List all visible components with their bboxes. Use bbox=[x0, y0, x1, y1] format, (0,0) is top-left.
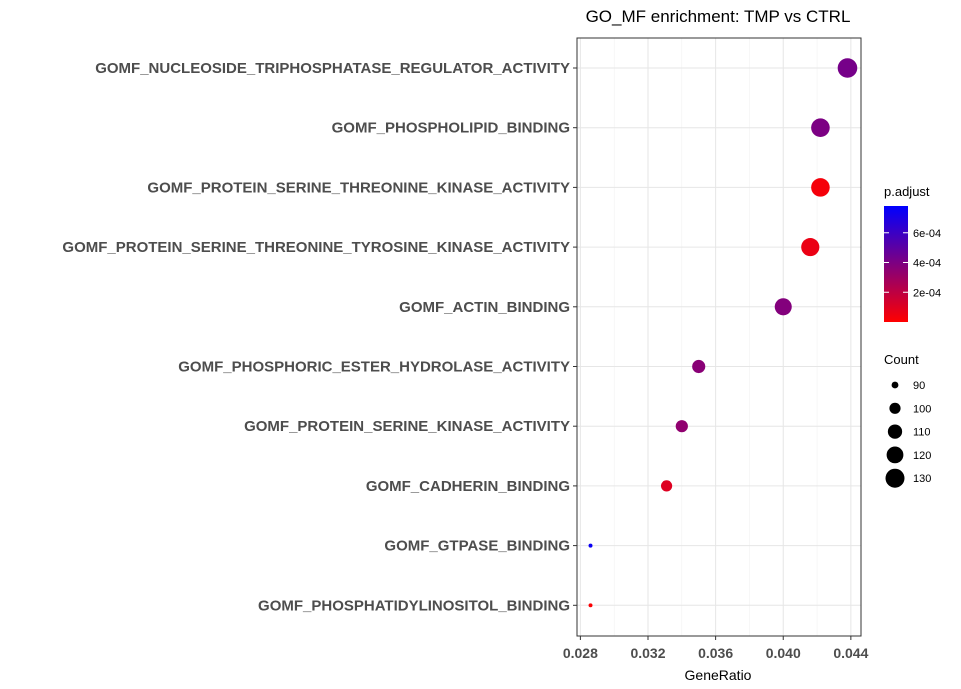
panel-border bbox=[576, 37, 862, 637]
size-legend-label: 110 bbox=[913, 427, 931, 439]
color-legend-label: 2e-04 bbox=[913, 287, 941, 299]
category-label: GOMF_PHOSPHATIDYLINOSITOL_BINDING bbox=[258, 597, 570, 614]
size-legend-key bbox=[885, 468, 905, 488]
size-legend-key bbox=[891, 381, 899, 389]
color-legend-ticks: 6e-04 4e-04 2e-04 bbox=[884, 228, 941, 299]
color-legend-label: 6e-04 bbox=[913, 228, 941, 240]
x-axis-title: GeneRatio bbox=[685, 667, 752, 683]
color-legend-label: 4e-04 bbox=[913, 258, 941, 270]
category-label: GOMF_PROTEIN_SERINE_KINASE_ACTIVITY bbox=[244, 418, 570, 435]
size-legend-key bbox=[887, 424, 903, 439]
size-legend-label: 120 bbox=[913, 450, 931, 462]
data-point bbox=[774, 298, 792, 316]
data-point bbox=[811, 178, 830, 197]
category-label: GOMF_NUCLEOSIDE_TRIPHOSPHATASE_REGULATOR… bbox=[95, 60, 570, 77]
category-label: GOMF_PROTEIN_SERINE_THREONINE_KINASE_ACT… bbox=[147, 179, 570, 196]
data-point bbox=[588, 543, 593, 548]
size-legend-title: Count bbox=[884, 352, 919, 367]
size-legend-label: 90 bbox=[913, 380, 925, 392]
color-legend-title: p.adjust bbox=[884, 184, 930, 199]
x-tick-label: 0.044 bbox=[833, 645, 868, 661]
chart-title: GO_MF enrichment: TMP vs CTRL bbox=[586, 7, 851, 26]
data-point bbox=[675, 420, 688, 433]
x-tick-label: 0.040 bbox=[766, 645, 801, 661]
legend: p.adjust 6e-04 4e-04 2e-04 Count 90 100 110 1… bbox=[884, 184, 941, 488]
category-label: GOMF_CADHERIN_BINDING bbox=[366, 478, 570, 495]
points-layer bbox=[588, 58, 858, 608]
data-point bbox=[837, 58, 858, 78]
category-label: GOMF_PROTEIN_SERINE_THREONINE_TYROSINE_K… bbox=[62, 239, 570, 256]
x-tick-label: 0.036 bbox=[698, 645, 733, 661]
size-legend-keys: 90 100 110 120 130 bbox=[885, 380, 931, 488]
data-point bbox=[588, 603, 593, 608]
data-point bbox=[660, 480, 673, 492]
size-legend-label: 130 bbox=[913, 473, 931, 485]
x-tick-label: 0.028 bbox=[563, 645, 598, 661]
data-point bbox=[801, 238, 820, 257]
size-legend-key bbox=[886, 446, 904, 464]
data-point bbox=[692, 359, 706, 374]
x-tick-label: 0.032 bbox=[630, 645, 665, 661]
category-label: GOMF_PHOSPHOLIPID_BINDING bbox=[332, 120, 570, 137]
category-label: GOMF_ACTIN_BINDING bbox=[399, 299, 570, 316]
color-legend-bar bbox=[884, 206, 908, 322]
size-legend-label: 100 bbox=[913, 403, 931, 415]
category-label: GOMF_GTPASE_BINDING bbox=[384, 538, 570, 555]
size-legend-key bbox=[889, 402, 901, 414]
data-point bbox=[811, 118, 830, 137]
category-label: GOMF_PHOSPHORIC_ESTER_HYDROLASE_ACTIVITY bbox=[178, 359, 570, 376]
plot-panel: GOMF_NUCLEOSIDE_TRIPHOSPHATASE_REGULATOR… bbox=[62, 37, 869, 661]
